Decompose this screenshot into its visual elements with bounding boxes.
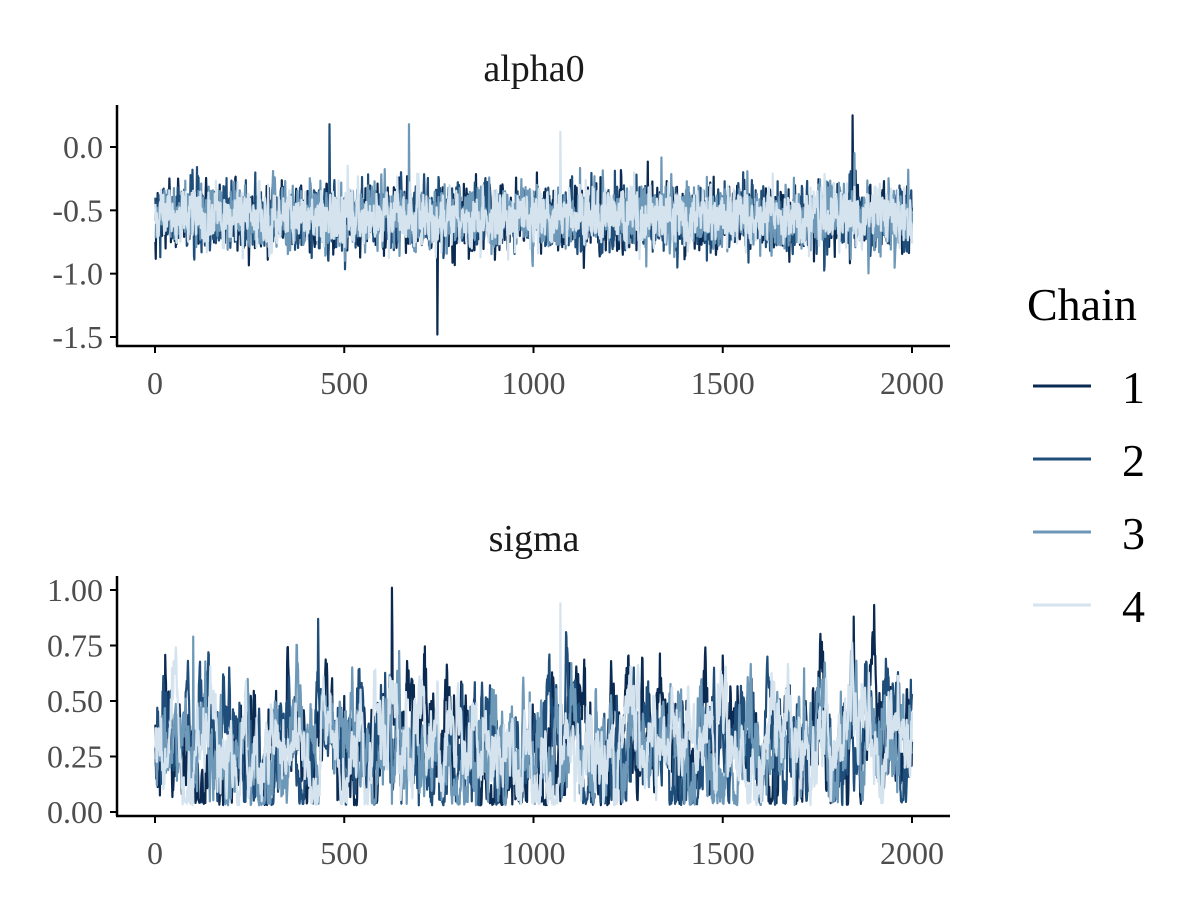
legend-label-chain-4: 4 — [1122, 581, 1145, 632]
x-tick-label: 500 — [320, 365, 368, 401]
legend-label-chain-1: 1 — [1122, 362, 1145, 413]
y-tick-label: 0.75 — [47, 628, 103, 664]
y-ticks-sigma: 1.00 0.75 0.50 0.25 0.00 — [47, 572, 117, 830]
y-tick-label: 0.25 — [47, 739, 103, 775]
x-tick-label: 0 — [147, 365, 163, 401]
x-tick-label: 1500 — [691, 365, 755, 401]
series-line-chain-4 — [154, 602, 914, 807]
x-ticks-sigma: 0 500 1000 1500 2000 — [147, 816, 944, 871]
series-line-chain-2 — [154, 617, 914, 807]
y-tick-label: 1.00 — [47, 572, 103, 608]
x-tick-label: 1000 — [502, 835, 566, 871]
series-group-sigma — [154, 586, 914, 807]
series-line-chain-4 — [154, 130, 914, 261]
x-tick-label: 500 — [320, 835, 368, 871]
panel-title-sigma: sigma — [489, 518, 580, 560]
x-tick-label: 1000 — [502, 365, 566, 401]
series-group-alpha0 — [154, 114, 914, 336]
x-tick-label: 2000 — [880, 365, 944, 401]
x-tick-label: 1500 — [691, 835, 755, 871]
legend-title: Chain — [1027, 279, 1137, 330]
y-ticks-alpha0: 0.0 -0.5 -1.0 -1.5 — [52, 129, 117, 355]
x-ticks-alpha0: 0 500 1000 1500 2000 — [147, 346, 944, 401]
panel-title-alpha0: alpha0 — [483, 48, 584, 90]
panel-sigma: sigma 1.00 0.75 0.50 0.25 0.00 0 500 1000 1500 2… — [47, 518, 950, 871]
y-tick-label: 0.50 — [47, 683, 103, 719]
panel-alpha0: alpha0 0.0 -0.5 -1.0 -1.5 0 500 1000 1500 2000 — [52, 48, 950, 401]
x-tick-label: 2000 — [880, 835, 944, 871]
y-tick-label: -1.5 — [52, 319, 103, 355]
legend: Chain 1 2 3 4 — [1027, 279, 1145, 632]
y-tick-label: 0.00 — [47, 794, 103, 830]
legend-items: 1 2 3 4 — [1033, 362, 1145, 632]
y-tick-label: -1.0 — [52, 256, 103, 292]
legend-label-chain-3: 3 — [1122, 508, 1145, 559]
y-tick-label: 0.0 — [63, 129, 103, 165]
legend-label-chain-2: 2 — [1122, 435, 1145, 486]
x-tick-label: 0 — [147, 835, 163, 871]
y-tick-label: -0.5 — [52, 192, 103, 228]
